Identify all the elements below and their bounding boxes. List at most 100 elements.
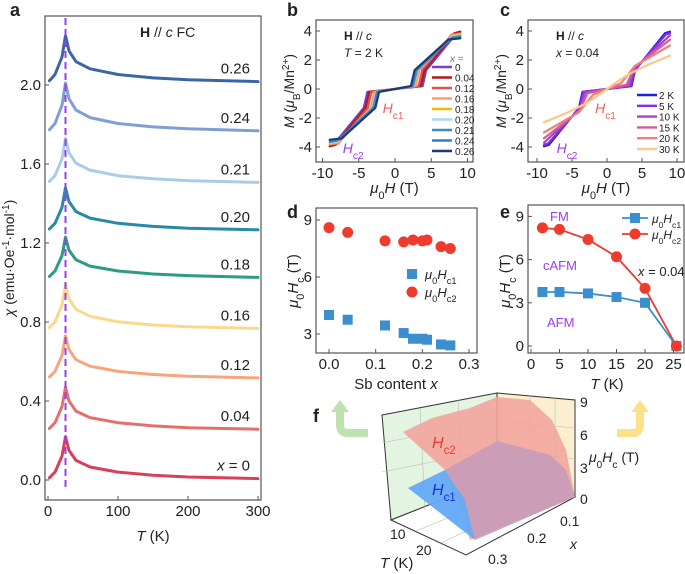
panel-d-data-point (422, 334, 433, 345)
panel-label-d: d (287, 202, 298, 222)
panel-c-legend-label: 10 K (659, 113, 680, 124)
panel-f-t-axis-title: T (K) (380, 555, 413, 572)
panel-b-x-axis-title: μ0H (T) (369, 180, 418, 202)
panel-f-left-arrow-icon (336, 410, 368, 437)
panel-d-data-point (435, 241, 447, 253)
panel-f-x-tick-label: 0.1 (560, 513, 580, 529)
panel-a-series-line (47, 235, 260, 279)
panel-b-legend-label: 0.21 (455, 126, 475, 137)
panel-e-data-point (537, 287, 548, 297)
panel-e-afm-label: AFM (547, 315, 574, 330)
panel-b-x-tick-label: 0 (391, 165, 399, 182)
panel-b-y-tick-label: 4 (304, 23, 312, 40)
panel-e-legend-marker (630, 213, 640, 223)
panel-a-series-line (47, 186, 260, 232)
panel-c-y-tick-label: 4 (516, 23, 524, 40)
panel-c-y-axis-title: M (μB/Mn2+) (493, 54, 515, 128)
panel-b-y-tick-label: -4 (299, 139, 312, 156)
panel-c-annotation-field: H // c (556, 29, 584, 43)
panel-f-right-arrowhead-icon (631, 400, 649, 412)
panel-d-y-tick-label: 3 (304, 326, 312, 343)
panel-d-data-point (408, 333, 419, 344)
panel-a-series-label: 0.20 (221, 209, 250, 226)
panel-e-cafm-label: cAFM (543, 258, 577, 273)
panel-a-series-line (47, 34, 260, 84)
panel-d-data-point (324, 310, 334, 320)
panel-d-data-point (342, 314, 353, 325)
panel-b-y-tick-label: -2 (299, 110, 312, 127)
panel-b-legend-label: 0.04 (455, 74, 475, 85)
panel-a-series-line (47, 435, 260, 481)
panel-d-y-axis-title: μ0Hc (T) (285, 254, 307, 309)
panel-d-x-tick-label: 0.2 (412, 356, 433, 373)
panel-c-y-tick-label: 0 (516, 81, 524, 98)
panel-b-hc2-marker: Hc2 (343, 140, 364, 162)
panel-e-frame (527, 204, 685, 354)
panel-c-y-tick-label: 2 (516, 52, 524, 69)
panel-b-legend-label: 0.18 (455, 105, 475, 116)
panel-e-x-tick-label: 25 (665, 356, 682, 373)
panel-c-legend-label: 20 K (659, 134, 680, 145)
panel-d-data-point (407, 234, 419, 246)
panel-e-data-point (639, 282, 651, 294)
panel-b-legend-label: 0.20 (455, 116, 475, 127)
panel-d-legend-label: μ0Hc2 (424, 285, 457, 304)
panel-e-y-axis-title: μ0Hc (T) (497, 254, 519, 309)
panel-c-x-tick-label: -5 (565, 165, 578, 182)
panel-a-series-label: 0.18 (221, 256, 250, 273)
panel-c-x-tick-label: -10 (526, 165, 548, 182)
panel-f-x-tick-label: 0.2 (527, 530, 547, 546)
panel-c-x-axis-title: μ0H (T) (581, 180, 630, 202)
panel-c-legend-label: 30 K (659, 145, 680, 156)
panel-f-x-tick-label: 0.3 (488, 551, 508, 567)
panel-b-legend-label: 0.16 (455, 95, 475, 106)
panel-d-data-point (444, 243, 456, 254)
panel-c-legend-label: 2 K (659, 91, 674, 102)
panel-e-data-point (554, 287, 565, 297)
panel-a-y-tick-label: 0.8 (20, 314, 41, 331)
panel-e-y-tick-label: 6 (516, 252, 524, 269)
panel-b-x-tick-label: 5 (427, 165, 435, 182)
panel-a-x-tick-label: 100 (105, 503, 130, 520)
panel-label-c: c (500, 0, 510, 20)
panel-b-y-axis-title: M (μB/Mn2+) (281, 54, 303, 128)
panel-a-x-tick-label: 300 (245, 503, 270, 520)
panel-f-right-arrow-icon (617, 410, 644, 437)
panel-b-x-tick-label: -5 (352, 165, 365, 182)
panel-f-t-tick-label: 10 (390, 526, 406, 542)
panel-c-series-line (542, 54, 672, 124)
panel-d-data-point (342, 226, 354, 238)
panel-a-series-label: 0.12 (221, 357, 250, 374)
panel-c-x-tick-label: 10 (669, 165, 685, 182)
panel-d-data-point (380, 320, 391, 331)
panel-e-x-tick-label: 0 (527, 356, 535, 373)
panel-e-data-point (582, 233, 594, 245)
panel-d-data-point (323, 222, 335, 234)
panel-f-hc2-label: Hc2 (432, 435, 456, 457)
panel-b-y-tick-label: 2 (304, 52, 312, 69)
panel-label-a: a (10, 0, 21, 20)
panel-a-series-label: x = 0 (216, 458, 250, 475)
panel-d-legend-marker (406, 286, 418, 298)
panel-a-series-line (47, 81, 260, 133)
panel-e-data-point (611, 292, 622, 303)
panel-d-frame (315, 207, 478, 354)
panel-d-data-point (398, 236, 410, 248)
panel-a-x-tick-label: 200 (175, 503, 200, 520)
panel-d-x-tick-label: 0.0 (319, 356, 340, 373)
panel-b-x-tick-label: 10 (459, 165, 476, 182)
panel-a-y-tick-label: 2.0 (20, 77, 41, 94)
panel-b-legend-title: x = (449, 54, 464, 65)
panel-e-y-tick-label: 3 (516, 295, 524, 312)
panel-f-hc1-label: Hc1 (432, 482, 456, 504)
panel-d-legend-label: μ0Hc1 (424, 267, 457, 286)
panel-a-y-tick-label: 1.2 (20, 235, 41, 252)
panel-b-annotation-condition: T = 2 K (344, 46, 383, 60)
panel-c-x-tick-label: 5 (638, 165, 646, 182)
panel-d-y-tick-label: 6 (304, 269, 312, 286)
panel-b-legend-label: 0.26 (455, 147, 475, 158)
panel-a-series-label: 0.21 (221, 161, 250, 178)
panel-d-data-point (436, 339, 447, 350)
panel-b-annotation-field: H // c (344, 29, 372, 43)
